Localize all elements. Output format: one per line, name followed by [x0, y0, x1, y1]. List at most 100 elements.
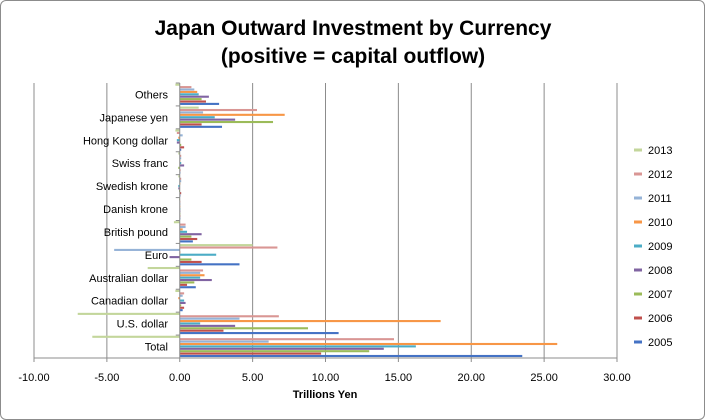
- bar: [178, 136, 180, 139]
- legend: 2013 2012 2011 2010 2009 2008 2007 2006 2005: [634, 145, 672, 349]
- bar: [179, 230, 188, 233]
- bar: [176, 139, 180, 142]
- x-tick-label: -5.00: [94, 372, 119, 384]
- legend-swatch: [634, 196, 642, 200]
- category-label: Swiss franc: [112, 158, 169, 170]
- bar: [179, 233, 202, 236]
- legend-swatch: [634, 148, 642, 152]
- bar: [179, 269, 204, 272]
- legend-label: 2012: [648, 169, 672, 181]
- legend-swatch: [634, 292, 642, 296]
- axes-group: [33, 82, 618, 362]
- bar: [169, 256, 180, 259]
- bar: [179, 120, 274, 124]
- bar: [179, 88, 195, 91]
- bar: [179, 317, 240, 320]
- bar: [179, 322, 201, 325]
- bar: [179, 347, 384, 350]
- bar: [176, 141, 180, 144]
- bar: [179, 225, 186, 229]
- category-label: Japanese yen: [100, 112, 169, 124]
- category-label: Total: [145, 342, 168, 354]
- bar: [179, 253, 217, 256]
- bar: [179, 102, 220, 105]
- bar: [179, 309, 183, 312]
- bar: [179, 258, 192, 261]
- legend-swatch: [634, 244, 642, 248]
- bar: [179, 146, 185, 149]
- bar: [179, 90, 198, 93]
- gridlines: [33, 83, 618, 358]
- x-tick-label: 30.00: [603, 372, 631, 384]
- bar: [179, 93, 199, 96]
- bar: [179, 86, 192, 89]
- legend-label: 2013: [648, 145, 672, 157]
- legend-swatch: [634, 340, 642, 344]
- bar: [179, 228, 183, 231]
- bar: [179, 123, 202, 126]
- legend-swatch: [634, 316, 642, 320]
- x-tick-label: 20.00: [457, 372, 485, 384]
- chart-subtitle: (positive = capital outflow): [221, 45, 485, 68]
- bar: [179, 237, 198, 241]
- bar: [179, 192, 182, 195]
- bar: [179, 320, 441, 323]
- x-tick-label: 10.00: [312, 372, 340, 384]
- bar: [179, 354, 523, 358]
- bar: [179, 154, 182, 157]
- x-axis-label: Trillions Yen: [293, 389, 358, 401]
- bar: [179, 304, 182, 307]
- bar: [179, 162, 182, 165]
- bar: [179, 180, 182, 183]
- bar: [179, 286, 196, 289]
- bar: [179, 345, 416, 348]
- bar: [175, 129, 180, 132]
- bar: [178, 187, 180, 190]
- bar: [179, 332, 339, 335]
- bar: [179, 342, 558, 346]
- bar: [179, 246, 278, 249]
- legend-label: 2006: [648, 313, 672, 325]
- bar: [179, 108, 257, 112]
- bar: [176, 131, 180, 134]
- bars-group: [77, 83, 558, 358]
- bar: [179, 271, 201, 274]
- category-label: Euro: [145, 250, 168, 262]
- bar: [179, 327, 309, 330]
- legend-swatch: [634, 268, 642, 272]
- x-tick-label: 15.00: [385, 372, 413, 384]
- category-label: Hong Kong dollar: [83, 135, 168, 147]
- bar: [179, 329, 224, 332]
- legend-swatch: [634, 220, 642, 224]
- bar: [179, 340, 269, 343]
- bar: [178, 166, 180, 169]
- bar: [178, 152, 180, 155]
- bar: [178, 297, 180, 300]
- bar: [179, 260, 202, 263]
- bar: [179, 116, 215, 119]
- bar: [179, 235, 192, 238]
- bar: [179, 113, 285, 116]
- bar: [179, 278, 212, 282]
- bar: [179, 111, 204, 114]
- bar: [179, 352, 322, 355]
- legend-swatch: [634, 172, 642, 176]
- category-label: British pound: [104, 227, 168, 239]
- bar: [179, 338, 395, 341]
- x-tick-label: 25.00: [530, 372, 558, 384]
- bar: [147, 266, 180, 270]
- bar: [179, 244, 253, 247]
- bar: [179, 324, 236, 327]
- bar: [179, 100, 206, 103]
- bar: [179, 263, 240, 266]
- category-labels: Others Japanese yen Hong Kong dollar Swiss …: [83, 89, 169, 353]
- x-tick-label: 0.00: [169, 372, 190, 384]
- bar: [179, 281, 195, 284]
- bar: [179, 240, 193, 243]
- bar: [179, 301, 186, 305]
- bar: [179, 134, 183, 137]
- bar: [175, 289, 180, 293]
- tick-labels: -10.00 -5.00 0.00 5.00 10.00 15.00 20.00 25.00 3…: [18, 372, 630, 384]
